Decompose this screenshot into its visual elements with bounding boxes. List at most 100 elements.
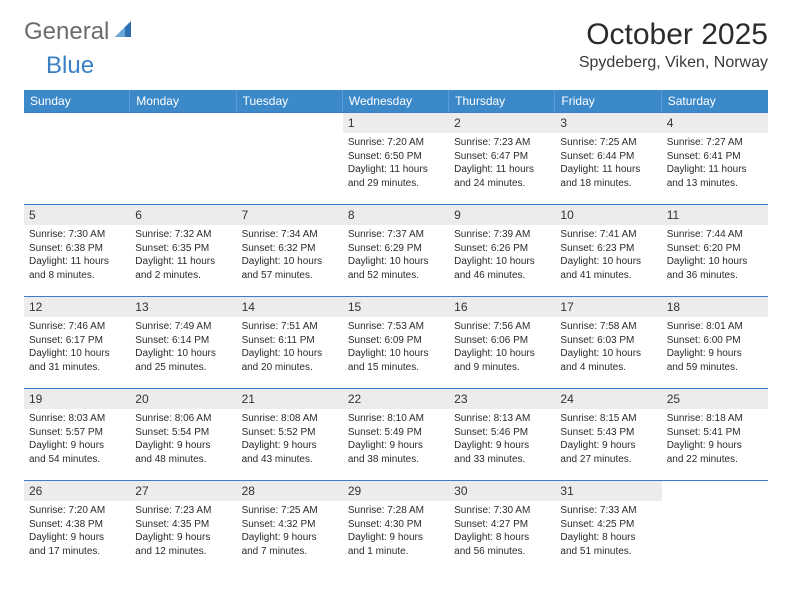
calendar-cell: 3Sunrise: 7:25 AMSunset: 6:44 PMDaylight… bbox=[555, 112, 661, 204]
brand-logo: General bbox=[24, 18, 137, 46]
day-info-line: Sunrise: 7:58 AM bbox=[560, 320, 656, 334]
calendar-cell-empty bbox=[662, 480, 768, 572]
calendar-cell: 9Sunrise: 7:39 AMSunset: 6:26 PMDaylight… bbox=[449, 204, 555, 296]
day-info-line: and 31 minutes. bbox=[29, 361, 125, 375]
day-info-line: Sunrise: 7:28 AM bbox=[348, 504, 444, 518]
day-info-line: Sunrise: 7:23 AM bbox=[454, 136, 550, 150]
day-info-line: and 7 minutes. bbox=[242, 545, 338, 559]
day-info-line: Sunset: 4:27 PM bbox=[454, 518, 550, 532]
calendar-cell: 26Sunrise: 7:20 AMSunset: 4:38 PMDayligh… bbox=[24, 480, 130, 572]
calendar-cell: 13Sunrise: 7:49 AMSunset: 6:14 PMDayligh… bbox=[130, 296, 236, 388]
day-info-line: Sunset: 6:35 PM bbox=[135, 242, 231, 256]
calendar-page: General October 2025 Spydeberg, Viken, N… bbox=[0, 0, 792, 590]
day-info-line: and 4 minutes. bbox=[560, 361, 656, 375]
day-info-line: Daylight: 10 hours bbox=[348, 347, 444, 361]
day-info-line: and 20 minutes. bbox=[242, 361, 338, 375]
day-info-line: Daylight: 9 hours bbox=[454, 439, 550, 453]
day-number: 23 bbox=[449, 389, 555, 409]
weekday-header: Tuesday bbox=[237, 90, 343, 112]
day-info-line: Sunset: 6:32 PM bbox=[242, 242, 338, 256]
day-info-line: and 56 minutes. bbox=[454, 545, 550, 559]
day-info-line: Sunrise: 7:32 AM bbox=[135, 228, 231, 242]
logo-text-general: General bbox=[24, 18, 109, 46]
day-info-line: Sunrise: 7:51 AM bbox=[242, 320, 338, 334]
calendar-grid: 1Sunrise: 7:20 AMSunset: 6:50 PMDaylight… bbox=[24, 112, 768, 572]
day-info-line: and 57 minutes. bbox=[242, 269, 338, 283]
day-info-line: Sunset: 6:11 PM bbox=[242, 334, 338, 348]
day-info-line: Sunrise: 8:18 AM bbox=[667, 412, 763, 426]
day-number: 16 bbox=[449, 297, 555, 317]
day-number: 30 bbox=[449, 481, 555, 501]
calendar-cell: 6 Sunrise: 7:32 AMSunset: 6:35 PMDaylight… bbox=[130, 204, 236, 296]
calendar-cell: 11Sunrise: 7:44 AMSunset: 6:20 PMDayligh… bbox=[662, 204, 768, 296]
day-info-line: Sunset: 4:30 PM bbox=[348, 518, 444, 532]
day-info-line: Daylight: 9 hours bbox=[348, 531, 444, 545]
day-number: 31 bbox=[555, 481, 661, 501]
day-info-line: Daylight: 10 hours bbox=[454, 347, 550, 361]
day-info-line: Sunrise: 8:01 AM bbox=[667, 320, 763, 334]
day-info-line: Sunrise: 7:39 AM bbox=[454, 228, 550, 242]
day-number: 2 bbox=[449, 113, 555, 133]
day-info-line: Sunrise: 7:37 AM bbox=[348, 228, 444, 242]
day-number: 6 bbox=[130, 205, 236, 225]
day-info-line: and 22 minutes. bbox=[667, 453, 763, 467]
day-number: 27 bbox=[130, 481, 236, 501]
calendar: SundayMondayTuesdayWednesdayThursdayFrid… bbox=[24, 90, 768, 572]
calendar-cell: 2Sunrise: 7:23 AMSunset: 6:47 PMDaylight… bbox=[449, 112, 555, 204]
calendar-cell: 4Sunrise: 7:27 AMSunset: 6:41 PMDaylight… bbox=[662, 112, 768, 204]
day-info-line: Daylight: 11 hours bbox=[560, 163, 656, 177]
day-info-line: and 8 minutes. bbox=[29, 269, 125, 283]
calendar-cell: 10Sunrise: 7:41 AMSunset: 6:23 PMDayligh… bbox=[555, 204, 661, 296]
day-info-line: Daylight: 11 hours bbox=[667, 163, 763, 177]
day-info-line: Daylight: 9 hours bbox=[29, 531, 125, 545]
day-info-line: Sunset: 6:00 PM bbox=[667, 334, 763, 348]
day-info-line: Sunrise: 7:20 AM bbox=[29, 504, 125, 518]
calendar-cell: 19Sunrise: 8:03 AMSunset: 5:57 PMDayligh… bbox=[24, 388, 130, 480]
day-info-line: and 52 minutes. bbox=[348, 269, 444, 283]
day-info-line: Sunset: 6:41 PM bbox=[667, 150, 763, 164]
day-info-line: Sunrise: 8:10 AM bbox=[348, 412, 444, 426]
day-number: 29 bbox=[343, 481, 449, 501]
calendar-cell: 21Sunrise: 8:08 AMSunset: 5:52 PMDayligh… bbox=[237, 388, 343, 480]
day-info-line: Daylight: 11 hours bbox=[29, 255, 125, 269]
day-info-line: Sunset: 5:57 PM bbox=[29, 426, 125, 440]
day-number: 1 bbox=[343, 113, 449, 133]
day-info-line: Sunrise: 8:13 AM bbox=[454, 412, 550, 426]
day-info-line: Daylight: 9 hours bbox=[667, 347, 763, 361]
day-number: 24 bbox=[555, 389, 661, 409]
day-info-line: and 54 minutes. bbox=[29, 453, 125, 467]
day-info-line: Daylight: 11 hours bbox=[135, 255, 231, 269]
calendar-cell: 18Sunrise: 8:01 AMSunset: 6:00 PMDayligh… bbox=[662, 296, 768, 388]
day-info-line: Daylight: 8 hours bbox=[560, 531, 656, 545]
logo-sail-icon bbox=[113, 19, 135, 46]
day-info-line: Sunset: 6:29 PM bbox=[348, 242, 444, 256]
calendar-cell: 30 Sunrise: 7:30 AMSunset: 4:27 PMDayligh… bbox=[449, 480, 555, 572]
day-number: 4 bbox=[662, 113, 768, 133]
day-info-line: and 33 minutes. bbox=[454, 453, 550, 467]
day-info-line: Sunset: 6:47 PM bbox=[454, 150, 550, 164]
calendar-cell: 20Sunrise: 8:06 AMSunset: 5:54 PMDayligh… bbox=[130, 388, 236, 480]
day-info-line: Sunrise: 8:06 AM bbox=[135, 412, 231, 426]
day-info-line: and 13 minutes. bbox=[667, 177, 763, 191]
day-info-line: Sunset: 4:25 PM bbox=[560, 518, 656, 532]
day-info-line: Sunrise: 7:41 AM bbox=[560, 228, 656, 242]
calendar-cell: 23Sunrise: 8:13 AMSunset: 5:46 PMDayligh… bbox=[449, 388, 555, 480]
day-info-line: Sunrise: 7:30 AM bbox=[454, 504, 550, 518]
calendar-cell: 1Sunrise: 7:20 AMSunset: 6:50 PMDaylight… bbox=[343, 112, 449, 204]
day-info-line: Daylight: 8 hours bbox=[454, 531, 550, 545]
day-info-line: Sunset: 6:03 PM bbox=[560, 334, 656, 348]
day-info-line: Daylight: 11 hours bbox=[348, 163, 444, 177]
day-info-line: and 51 minutes. bbox=[560, 545, 656, 559]
day-info-line: Sunrise: 7:34 AM bbox=[242, 228, 338, 242]
weekday-header: Thursday bbox=[449, 90, 555, 112]
day-number: 26 bbox=[24, 481, 130, 501]
day-info-line: Daylight: 10 hours bbox=[348, 255, 444, 269]
day-number: 5 bbox=[24, 205, 130, 225]
day-info-line: Sunrise: 7:33 AM bbox=[560, 504, 656, 518]
calendar-cell: 16Sunrise: 7:56 AMSunset: 6:06 PMDayligh… bbox=[449, 296, 555, 388]
day-info-line: and 2 minutes. bbox=[135, 269, 231, 283]
weekday-header: Saturday bbox=[662, 90, 768, 112]
day-info-line: Sunset: 6:20 PM bbox=[667, 242, 763, 256]
day-info-line: Sunset: 6:23 PM bbox=[560, 242, 656, 256]
calendar-cell: 31 Sunrise: 7:33 AMSunset: 4:25 PMDayligh… bbox=[555, 480, 661, 572]
